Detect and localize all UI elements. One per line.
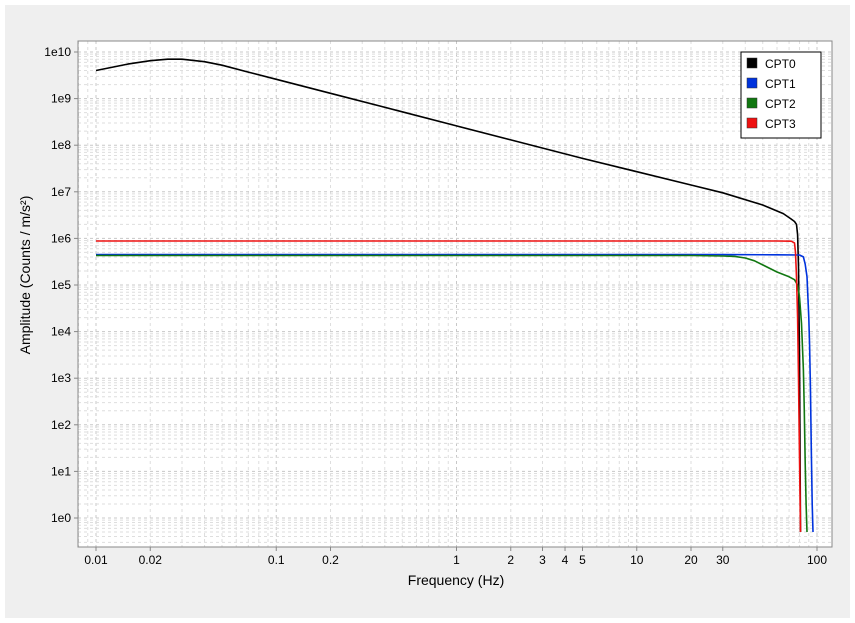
series-line-cpt2 <box>96 254 808 533</box>
x-tick-label: 0.02 <box>139 553 163 567</box>
x-tick-label: 20 <box>684 553 698 567</box>
legend-label-cpt0: CPT0 <box>765 57 796 71</box>
x-tick-label: 0.01 <box>84 553 108 567</box>
x-axis-title: Frequency (Hz) <box>408 572 504 588</box>
chart-panel: 0.01 0.02 0.1 0.2 1 2 3 4 5 10 20 30 100 1e0 1e1 1e2 1e… <box>5 5 850 618</box>
x-tick-label: 3 <box>539 553 546 567</box>
y-tick-label: 1e9 <box>51 92 71 106</box>
y-tick-label: 1e0 <box>51 511 71 525</box>
legend-swatch-cpt2 <box>746 97 758 109</box>
plot-area <box>78 41 832 547</box>
series-layer <box>95 58 814 533</box>
x-tick-label: 100 <box>807 553 827 567</box>
series-line-cpt3 <box>96 240 802 533</box>
legend-swatch-cpt0 <box>746 57 758 69</box>
y-tick-label: 1e5 <box>51 278 71 292</box>
amplitude-response-chart: 0.01 0.02 0.1 0.2 1 2 3 4 5 10 20 30 100 1e01e11e21e… <box>17 40 833 588</box>
x-axis-ticks: 0.01 0.02 0.1 0.2 1 2 3 4 5 10 20 30 100 <box>84 547 827 567</box>
y-tick-label: 1e8 <box>51 138 71 152</box>
legend-label-cpt3: CPT3 <box>765 117 796 131</box>
series-line-cpt0 <box>95 58 802 533</box>
plot-border <box>77 40 833 548</box>
legend-swatch-cpt3 <box>746 117 758 129</box>
y-tick-label: 1e1 <box>51 464 71 478</box>
x-tick-label: 0.1 <box>268 553 285 567</box>
x-tick-label: 0.2 <box>322 553 339 567</box>
x-tick-label: 30 <box>716 553 730 567</box>
y-axis-title: Amplitude (Counts / m/s²) <box>17 196 33 355</box>
legend-swatch-cpt1 <box>746 77 758 89</box>
y-tick-label: 1e3 <box>51 371 71 385</box>
y-tick-label: 1e6 <box>51 231 71 245</box>
legend: CPT0 CPT1 CPT2 CPT3 <box>740 51 822 139</box>
y-axis-ticks: 1e0 1e1 1e2 1e3 1e4 1e5 1e6 1e7 1e8 1e9 1e10 <box>44 45 78 525</box>
x-tick-label: 10 <box>630 553 644 567</box>
legend-label-cpt2: CPT2 <box>765 97 796 111</box>
x-tick-label: 5 <box>579 553 586 567</box>
y-tick-label: 1e4 <box>51 325 71 339</box>
grid-lines <box>78 41 832 547</box>
x-tick-label: 2 <box>507 553 514 567</box>
y-tick-label: 1e2 <box>51 418 71 432</box>
y-tick-label: 1e10 <box>44 45 71 59</box>
legend-label-cpt1: CPT1 <box>765 77 796 91</box>
series-line-cpt1 <box>96 253 814 533</box>
x-tick-label: 1 <box>453 553 460 567</box>
x-tick-label: 4 <box>562 553 569 567</box>
y-tick-label: 1e7 <box>51 185 71 199</box>
